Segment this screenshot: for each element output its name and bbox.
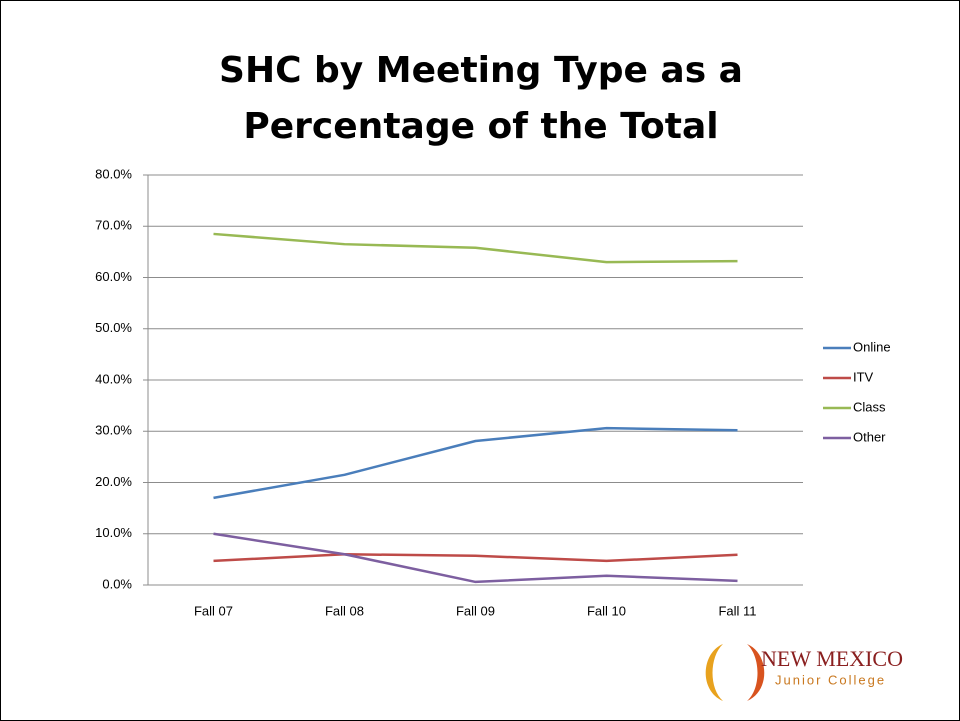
y-tick-label: 60.0%: [95, 269, 132, 284]
y-tick-label: 50.0%: [95, 320, 132, 335]
series-line: [213, 553, 738, 563]
y-tick-label: 70.0%: [95, 218, 132, 233]
series-line: [213, 426, 738, 500]
series-line: [213, 232, 738, 264]
chart-title: SHC by Meeting Type as a Percentage of t…: [219, 50, 743, 147]
legend-label: Class: [853, 399, 886, 414]
legend-label: ITV: [853, 369, 874, 384]
y-tick-label: 40.0%: [95, 371, 132, 386]
y-tick-label: 80.0%: [95, 166, 132, 181]
logo-swoosh: [747, 644, 765, 701]
x-tick-label: Fall 08: [325, 603, 364, 618]
y-tick-label: 20.0%: [95, 474, 132, 489]
logo-swoosh: [705, 644, 723, 701]
y-tick-label: 10.0%: [95, 525, 132, 540]
y-tick-label: 0.0%: [102, 576, 132, 591]
logo-text: Junior College: [775, 672, 886, 687]
series-line: [213, 532, 738, 584]
legend-label: Other: [853, 429, 886, 444]
x-tick-label: Fall 07: [194, 603, 233, 618]
logo-emblem: [705, 644, 765, 701]
logo-text: NEW MEXICO: [761, 646, 903, 671]
y-tick-label: 30.0%: [95, 423, 132, 438]
x-tick-label: Fall 10: [587, 603, 626, 618]
x-tick-label: Fall 11: [718, 603, 756, 618]
x-tick-label: Fall 09: [456, 603, 495, 618]
legend-label: Online: [853, 339, 891, 354]
